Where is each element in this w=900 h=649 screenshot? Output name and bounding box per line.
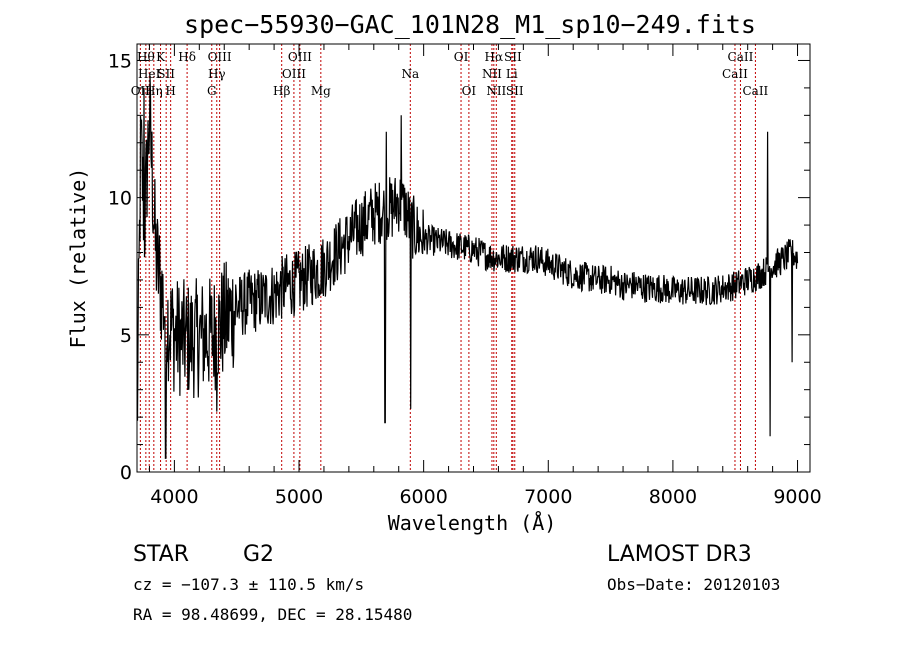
line-label-12: OIII	[282, 67, 306, 81]
line-label-24: CaII	[722, 67, 748, 81]
line-label-15: Na	[401, 67, 419, 81]
x-tick-label: 8000	[649, 486, 697, 508]
line-label-20: NII	[486, 84, 506, 98]
line-label-5: SII	[157, 67, 175, 81]
y-axis-label: Flux (relative)	[66, 168, 90, 349]
redshift-velocity: cz = −107.3 ± 110.5 km/s	[133, 575, 364, 594]
y-tick-labels: 0 5 10 15	[108, 50, 132, 484]
observation-date: Obs−Date: 20120103	[607, 575, 780, 594]
y-tick-label: 10	[108, 188, 132, 210]
x-tick-label: 9000	[773, 486, 821, 508]
plot-frame	[136, 43, 811, 473]
line-label-14: Mg	[311, 84, 331, 98]
line-label-23: SII	[506, 84, 524, 98]
survey-name: LAMOST DR3	[607, 542, 752, 567]
x-tick-label: 7000	[524, 486, 572, 508]
y-tick-label: 15	[108, 50, 132, 72]
line-label-16: OI	[454, 50, 469, 64]
spectrum-line	[136, 75, 799, 459]
line-label-4: K	[156, 50, 166, 64]
y-tick-label: 0	[120, 462, 132, 484]
line-label-18: NII	[482, 67, 502, 81]
line-label-25: CaII	[728, 50, 754, 64]
x-tick-label: 6000	[399, 486, 447, 508]
spectral-line-markers	[139, 44, 756, 472]
line-label-6: H	[165, 84, 175, 98]
line-label-2: HeI	[138, 67, 161, 81]
line-label-1: Hθ	[137, 50, 155, 64]
line-label-26: CaII	[742, 84, 768, 98]
line-label-8: G	[207, 84, 217, 98]
spectrum-series	[136, 75, 799, 459]
x-tick-label: 4000	[150, 486, 198, 508]
object-subclass: G2	[243, 542, 274, 567]
object-class: STAR	[133, 542, 189, 567]
line-label-11: Hβ	[273, 84, 290, 98]
x-axis-label: Wavelength (Å)	[388, 511, 557, 535]
line-label-10: OIII	[208, 50, 232, 64]
line-label-9: Hγ	[208, 67, 226, 81]
axis-ticks	[137, 44, 810, 473]
y-tick-label: 5	[120, 325, 132, 347]
chart-title: spec−55930−GAC_101N28_M1_sp10−249.fits	[184, 10, 756, 39]
spectral-line-labels: OII Hθ HeI Hη K SII H Hδ G Hγ OIII Hβ OIII OIII Mg Na OI…	[131, 50, 769, 98]
line-label-21: Li	[506, 67, 518, 81]
line-label-7: Hδ	[178, 50, 196, 64]
line-label-17: OI	[462, 84, 477, 98]
line-label-0: OII	[131, 84, 151, 98]
x-tick-labels: 4000 5000 6000 7000 8000 9000	[150, 486, 822, 508]
line-label-3: Hη	[145, 84, 163, 98]
x-tick-label: 5000	[275, 486, 323, 508]
coordinates: RA = 98.48699, DEC = 28.15480	[133, 605, 412, 624]
line-label-19: Hα	[485, 50, 504, 64]
line-label-22: SII	[504, 50, 522, 64]
line-label-13: OIII	[288, 50, 312, 64]
